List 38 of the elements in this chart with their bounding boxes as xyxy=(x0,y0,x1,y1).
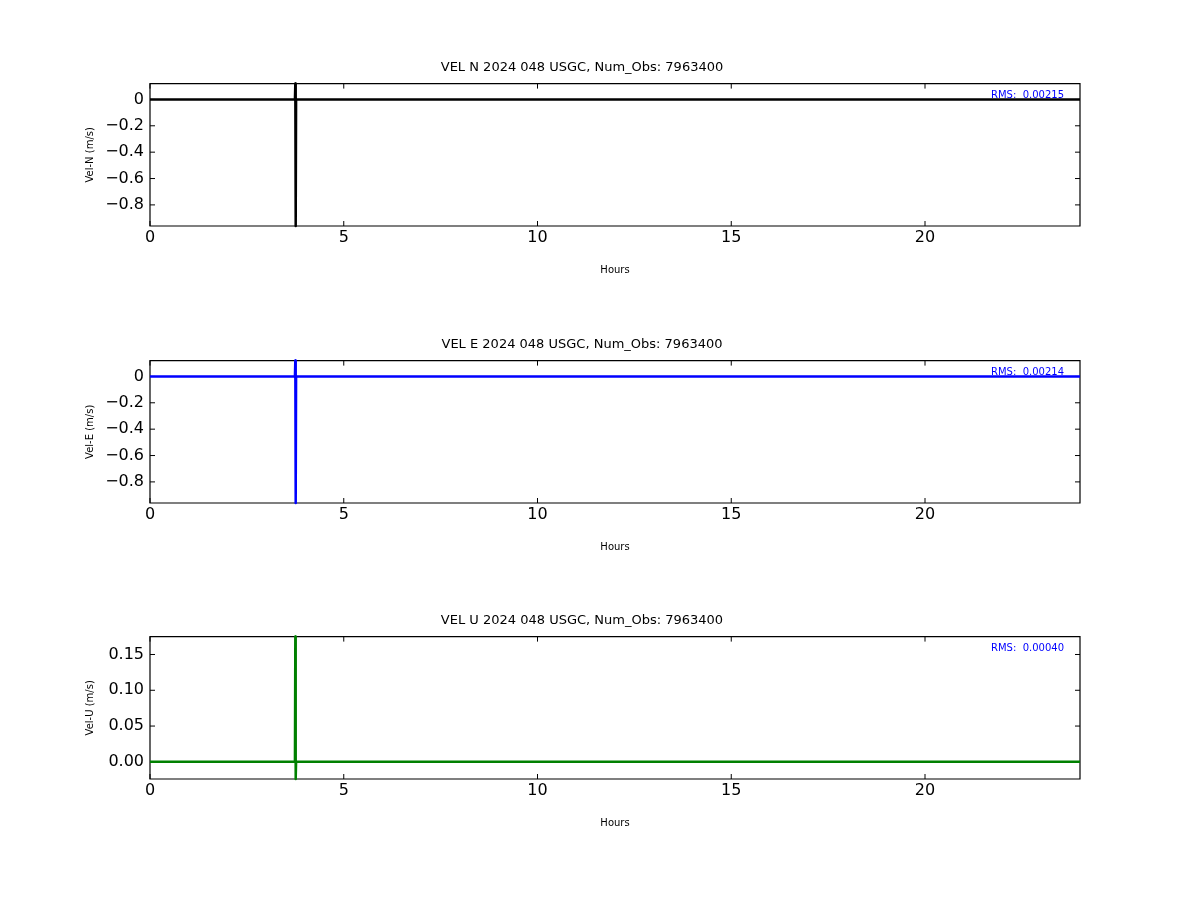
x-axis-title: Hours xyxy=(600,816,630,828)
x-tick-label: 20 xyxy=(914,503,936,523)
x-tick-label: 5 xyxy=(338,226,349,246)
y-tick-label: −0.8 xyxy=(105,194,144,214)
x-tick-label: 10 xyxy=(527,779,548,799)
x-tick-label: 15 xyxy=(721,226,742,246)
annotation: RMS: 0.00040 xyxy=(990,642,1064,654)
y-tick-label: −0.6 xyxy=(105,167,144,187)
annotation: RMS: 0.00214 xyxy=(990,365,1064,377)
y-tick-label: 0.10 xyxy=(108,679,144,699)
y-axis-title: Vel-U (m/s) xyxy=(83,680,95,736)
y-tick-label: −0.6 xyxy=(105,444,144,464)
y-tick-label: 0.00 xyxy=(108,750,144,770)
y-tick-label: −0.4 xyxy=(105,141,144,161)
chart-title: VEL N 2024 048 USGC, Num_Obs: 7963400 xyxy=(440,59,724,75)
x-tick-label: 5 xyxy=(338,779,349,799)
x-tick-label: 20 xyxy=(914,779,936,799)
y-tick-label: −0.8 xyxy=(105,470,144,490)
y-tick-label: 0.15 xyxy=(108,643,144,663)
x-axis-title: Hours xyxy=(600,263,630,275)
y-tick-label: 0.05 xyxy=(108,715,144,735)
chart-title: VEL E 2024 048 USGC, Num_Obs: 7963400 xyxy=(441,335,723,351)
annotation: RMS: 0.00215 xyxy=(990,89,1064,101)
y-tick-label: 0 xyxy=(133,365,144,385)
x-tick-label: 10 xyxy=(527,503,548,523)
y-tick-label: −0.4 xyxy=(105,417,144,437)
y-tick-label: −0.2 xyxy=(105,114,144,134)
y-axis-title: Vel-N (m/s) xyxy=(83,127,95,183)
y-tick-label: −0.2 xyxy=(105,391,144,411)
y-axis-title: Vel-E (m/s) xyxy=(83,404,95,459)
x-axis-title: Hours xyxy=(600,540,630,552)
chart-title: VEL U 2024 048 USGC, Num_Obs: 7963400 xyxy=(440,612,724,628)
x-tick-label: 5 xyxy=(338,503,349,523)
x-tick-label: 10 xyxy=(527,226,548,246)
x-tick-label: 15 xyxy=(721,503,742,523)
x-tick-label: 15 xyxy=(721,779,742,799)
y-tick-label: 0 xyxy=(133,88,144,108)
x-tick-label: 20 xyxy=(914,226,936,246)
